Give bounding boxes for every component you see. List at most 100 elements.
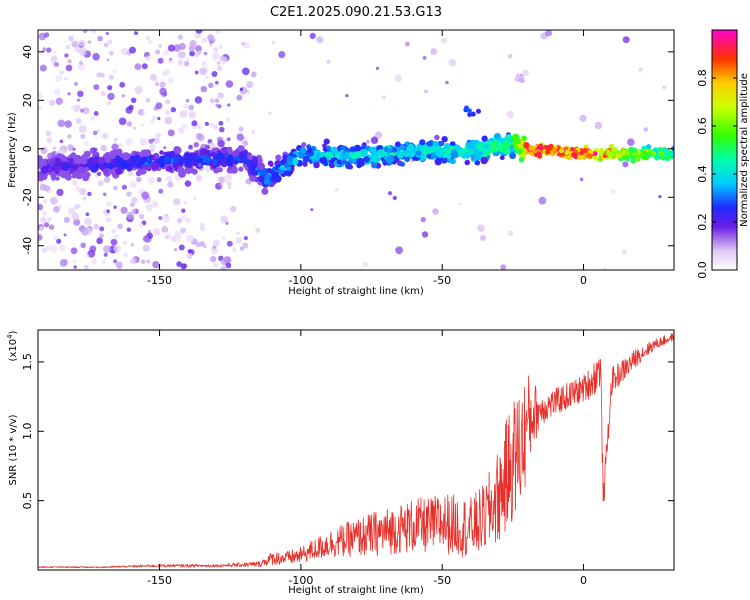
y-tick-label: 1.0 <box>21 423 34 441</box>
spectrogram-cell <box>129 46 136 54</box>
spectrogram-ridge-cell <box>178 157 185 164</box>
snr-y-ticks: 0.5 1.0 1.5 <box>21 353 674 509</box>
spectrogram-cell <box>375 66 380 70</box>
spectrogram-ridge-cell <box>217 139 225 148</box>
spectrogram-cell <box>194 96 203 104</box>
spectrogram-cell <box>177 127 185 134</box>
spectrogram-cell <box>188 111 197 119</box>
spectrogram-ridge-cell <box>159 150 164 155</box>
spectrogram-ridge-cell <box>74 157 83 165</box>
spectrogram-ridge-cell <box>163 157 170 164</box>
spectrogram-cell <box>128 171 134 177</box>
spectrogram-cell <box>50 197 58 205</box>
spectrogram-cell <box>147 229 152 233</box>
spectrogram-cell <box>107 39 113 45</box>
spectrogram-cell <box>42 210 48 216</box>
spectrogram-ridge-cell <box>516 148 523 155</box>
spectrogram-cell <box>155 132 162 139</box>
spectrogram-ridge-cell <box>319 156 328 165</box>
spectrogram-cell <box>250 71 257 78</box>
spectrogram-ridge-cell <box>271 176 277 182</box>
spectrogram-cell <box>193 196 197 201</box>
spectrogram-ridge-cell <box>227 149 233 155</box>
spectrogram-ridge-cell <box>81 154 88 161</box>
spectrogram-cell <box>448 58 457 67</box>
spectrogram-cell <box>239 87 244 92</box>
spectrogram-cell <box>255 227 261 233</box>
spectrogram-ridge-cell <box>598 150 604 156</box>
spectrogram-cell <box>201 37 208 44</box>
snr-frame <box>37 329 675 571</box>
spectrogram-cell <box>151 115 157 121</box>
spectrogram-ridge-cell <box>307 147 313 154</box>
spectrogram-cell <box>345 94 349 98</box>
spectrogram-ridge-cell <box>42 168 47 173</box>
spectrogram-cell <box>39 64 47 72</box>
spectrogram-ridge-cell <box>225 158 231 164</box>
spectrogram-cell <box>638 67 643 72</box>
spectrogram-cell <box>138 223 144 228</box>
spectrogram-marks <box>38 30 674 270</box>
spectrogram-cell <box>210 256 217 263</box>
spectrogram-cell <box>155 82 159 87</box>
spectrogram-ridge-cell <box>566 155 572 161</box>
snr-series-line <box>38 332 674 569</box>
snr-x-label: Height of straight line (km) <box>288 585 424 596</box>
spectrogram-cell <box>113 185 118 191</box>
spectrogram-cell <box>92 53 100 61</box>
spectrogram-ridge-cell <box>606 150 612 156</box>
spectrogram-cell <box>38 105 43 111</box>
spectrogram-cell <box>48 224 55 230</box>
spectrogram-cell <box>208 43 213 48</box>
spectrogram-cell <box>58 204 62 209</box>
spectrogram-cell <box>111 143 119 151</box>
spectrogram-cell <box>145 98 151 103</box>
spectrogram-ridge-cell <box>385 155 394 164</box>
spectrogram-cell <box>208 122 215 128</box>
spectrogram-ridge-cell <box>284 169 290 176</box>
spectrogram-ridge-cell <box>386 148 393 154</box>
spectrogram-cell <box>78 63 85 71</box>
spectrogram-cell <box>85 212 90 216</box>
spectrogram-cell <box>91 258 97 265</box>
spectrogram-ridge-cell <box>38 162 44 169</box>
spectrogram-cell <box>93 147 98 152</box>
spectrogram-ridge-cell <box>280 164 285 170</box>
spectrogram-ridge-cell <box>141 156 148 163</box>
spectrogram-cell <box>131 209 136 214</box>
spectrogram-cell <box>225 221 229 225</box>
spectrogram-ridge-cell <box>477 141 486 149</box>
spectrogram-cell <box>100 91 106 97</box>
spectrogram-ridge-cell <box>238 166 244 172</box>
spectrogram-cell <box>96 237 103 245</box>
spectrogram-ridge-cell <box>564 149 570 156</box>
spectrogram-cell <box>208 82 214 89</box>
spectrogram-ridge-cell <box>485 151 491 156</box>
spectrogram-cell <box>200 85 208 93</box>
spectrogram-cell <box>73 265 77 269</box>
spectrogram-ridge-cell <box>436 149 443 156</box>
spectrogram-cell <box>149 120 155 125</box>
spectrogram-cell <box>83 264 89 270</box>
spectrogram-cell <box>141 110 145 114</box>
spectrogram-cell <box>67 134 72 139</box>
spectrogram-ridge-cell <box>518 157 525 163</box>
spectrogram-ridge-cell <box>586 153 592 159</box>
spectrogram-cell <box>80 108 85 113</box>
colorbar: 0.0 0.2 0.4 0.6 0.8 Normalized spectral ampl… <box>696 29 750 279</box>
y-tick-label: 0 <box>21 145 34 152</box>
spectrogram-cell <box>218 120 224 126</box>
spectrogram-cell <box>125 138 133 146</box>
spectrogram-ridge-cell <box>391 147 398 153</box>
spectrogram-cell <box>267 111 272 116</box>
spectrogram-cell <box>225 262 232 269</box>
spectrogram-cell <box>508 54 513 59</box>
spectrogram-ridge-cell <box>362 156 370 163</box>
spectrogram-ridge-cell <box>38 155 43 163</box>
spectrogram-cell <box>134 86 143 95</box>
spectrogram-ridge-cell <box>313 161 320 169</box>
spectrogram-cell <box>201 61 207 67</box>
spectrogram-cell <box>169 57 173 61</box>
spectrogram-ridge-cell <box>521 135 527 141</box>
spectrogram-ridge-cell <box>212 159 218 165</box>
